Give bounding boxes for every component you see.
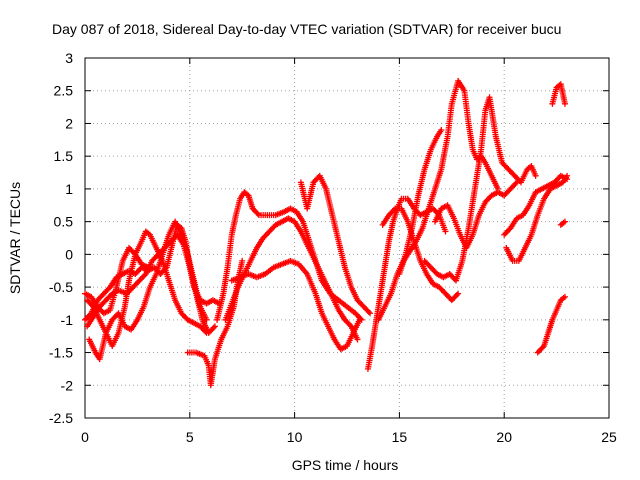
data-point — [346, 322, 353, 329]
y-tick-label: -1.5 — [49, 345, 73, 361]
chart-title: Day 087 of 2018, Sidereal Day-to-day VTE… — [52, 21, 561, 37]
data-point — [564, 172, 571, 179]
y-tick-label: 0 — [65, 246, 73, 262]
y-tick-label: -0.5 — [49, 279, 73, 295]
y-tick-label: 2 — [65, 115, 73, 131]
data-series — [549, 81, 568, 107]
data-series — [297, 172, 374, 317]
data-point — [203, 329, 210, 336]
data-point — [561, 218, 568, 225]
y-tick-label: 2.5 — [54, 83, 74, 99]
data-series — [375, 77, 501, 323]
data-point — [354, 336, 361, 343]
plot-frame — [84, 57, 610, 419]
data-point — [438, 127, 445, 133]
data-points — [82, 77, 571, 389]
y-tick-label: -1 — [61, 312, 74, 328]
x-tick-label: 15 — [392, 429, 408, 445]
data-series — [82, 244, 151, 317]
data-series — [364, 195, 449, 372]
y-axis-label: SDTVAR / TECUs — [7, 182, 23, 294]
data-point — [367, 310, 374, 317]
data-point — [512, 180, 519, 187]
tick-labels: 0 5 10 15 20 25 -2.5 -2 -1.5 -1 -0.5 0 0.5 1 1.5 2 2.5 3 — [49, 50, 617, 445]
data-point — [453, 291, 460, 298]
data-point — [365, 308, 372, 315]
data-point — [455, 290, 462, 297]
x-axis-label: GPS time / hours — [292, 457, 399, 473]
data-point — [211, 323, 218, 330]
data-series — [421, 94, 539, 284]
data-series — [396, 127, 445, 277]
x-tick-label: 20 — [496, 429, 512, 445]
y-tick-label: 3 — [65, 50, 73, 66]
data-point — [357, 315, 364, 322]
axis-ticks — [84, 57, 610, 419]
data-point — [144, 264, 151, 271]
data-series — [379, 205, 462, 304]
data-series — [86, 218, 210, 363]
data-series — [432, 179, 520, 251]
y-tick-label: 1.5 — [54, 148, 74, 164]
data-point — [356, 316, 363, 323]
data-series — [503, 172, 571, 264]
y-tick-label: -2 — [61, 377, 74, 393]
data-point — [561, 293, 568, 300]
data-point — [141, 272, 148, 279]
data-point — [532, 172, 539, 179]
data-point — [513, 179, 520, 186]
x-tick-label: 25 — [601, 429, 617, 445]
data-point — [203, 316, 210, 323]
x-tick-label: 5 — [186, 429, 194, 445]
y-tick-label: -2.5 — [49, 410, 73, 426]
data-point — [254, 210, 261, 217]
data-point — [561, 100, 568, 107]
data-point — [539, 344, 546, 351]
y-tick-label: 1 — [65, 181, 73, 197]
data-point — [239, 257, 246, 264]
data-series — [557, 218, 568, 228]
data-point — [210, 324, 217, 331]
data-point — [390, 206, 397, 213]
x-tick-label: 10 — [287, 429, 303, 445]
data-series — [228, 257, 363, 353]
data-point — [202, 328, 209, 335]
data-series — [534, 293, 568, 356]
data-point — [442, 228, 449, 235]
x-tick-label: 0 — [81, 429, 89, 445]
y-tick-label: 0.5 — [54, 214, 74, 230]
